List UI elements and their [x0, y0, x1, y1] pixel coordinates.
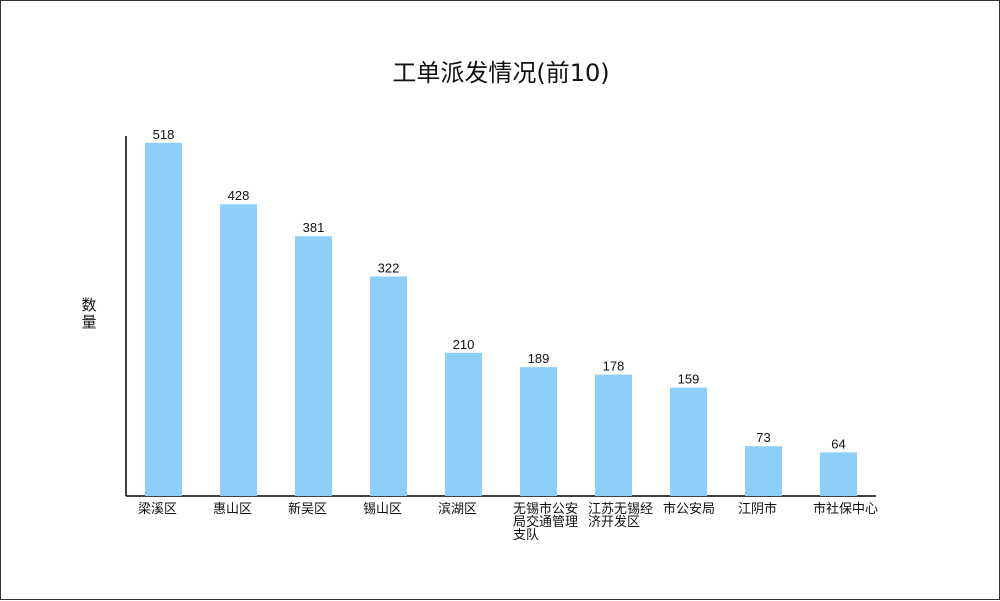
- bar-value-label: 178: [603, 359, 625, 374]
- bar: [595, 374, 632, 496]
- bar-value-label: 210: [453, 337, 475, 352]
- bar: [370, 276, 407, 496]
- x-tick-label: 无锡市公安局交通管理支队: [513, 502, 579, 543]
- bar-value-label: 159: [678, 372, 700, 387]
- x-tick-label: 新吴区: [288, 502, 328, 517]
- bar: [295, 236, 332, 496]
- bar-value-label: 64: [831, 436, 845, 451]
- chart-title: 工单派发情况(前10): [392, 59, 610, 87]
- bar-value-label: 428: [228, 188, 250, 203]
- bar: [820, 452, 857, 496]
- bar-value-label: 322: [378, 260, 400, 275]
- bar: [445, 352, 482, 496]
- x-tick-label: 惠山区: [213, 502, 253, 517]
- bar-value-label: 518: [153, 127, 175, 142]
- x-tick-label: 市社保中心: [813, 502, 879, 517]
- x-tick-label: 江苏无锡经济开发区: [588, 502, 654, 530]
- x-tick-label: 锡山区: [363, 502, 403, 517]
- x-tick-label: 市公安局: [663, 502, 716, 517]
- x-tick-label: 梁溪区: [138, 502, 178, 517]
- bar: [145, 142, 182, 496]
- bar: [220, 204, 257, 496]
- y-axis-label: 数量: [81, 296, 97, 331]
- bar: [670, 387, 707, 496]
- bar-value-label: 381: [303, 220, 325, 235]
- x-tick-label: 滨湖区: [438, 502, 478, 517]
- bar: [745, 446, 782, 496]
- bar-value-label: 73: [756, 430, 770, 445]
- bar-value-label: 189: [528, 351, 550, 366]
- x-tick-label: 江阴市: [738, 502, 778, 517]
- bar: [520, 367, 557, 496]
